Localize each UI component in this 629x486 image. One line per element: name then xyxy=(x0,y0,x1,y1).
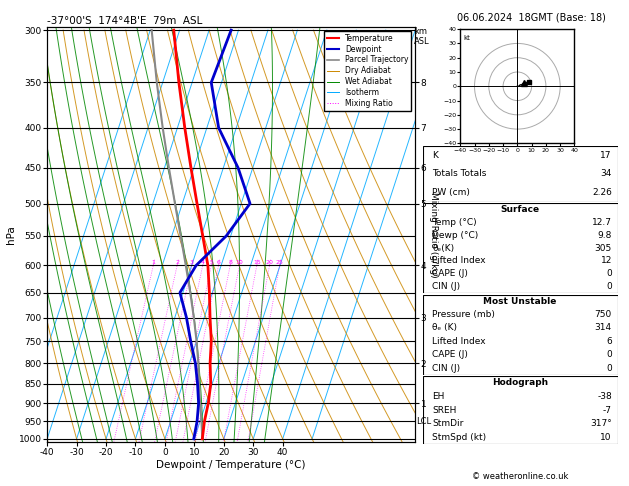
Text: EH: EH xyxy=(433,392,445,401)
Text: SREH: SREH xyxy=(433,406,457,415)
Text: 12.7: 12.7 xyxy=(592,218,612,227)
Text: Lifted Index: Lifted Index xyxy=(433,337,486,346)
Text: Most Unstable: Most Unstable xyxy=(484,296,557,306)
Text: K: K xyxy=(433,151,438,159)
Text: Dewp (°C): Dewp (°C) xyxy=(433,231,479,240)
Text: 10: 10 xyxy=(600,433,612,442)
Text: -38: -38 xyxy=(597,392,612,401)
Text: θₑ (K): θₑ (K) xyxy=(433,323,457,332)
Text: CAPE (J): CAPE (J) xyxy=(433,269,469,278)
Text: 0: 0 xyxy=(606,364,612,373)
Text: Temp (°C): Temp (°C) xyxy=(433,218,477,227)
Text: Lifted Index: Lifted Index xyxy=(433,257,486,265)
Text: 2.26: 2.26 xyxy=(592,188,612,197)
Text: CAPE (J): CAPE (J) xyxy=(433,350,469,359)
Text: 1: 1 xyxy=(152,260,155,265)
Text: 0: 0 xyxy=(606,269,612,278)
Text: 06.06.2024  18GMT (Base: 18): 06.06.2024 18GMT (Base: 18) xyxy=(457,12,606,22)
Y-axis label: Mixing Ratio (g/kg): Mixing Ratio (g/kg) xyxy=(428,191,438,278)
Text: 34: 34 xyxy=(601,169,612,178)
Text: 20: 20 xyxy=(265,260,274,265)
Text: 15: 15 xyxy=(253,260,260,265)
Text: CIN (J): CIN (J) xyxy=(433,364,460,373)
Text: 314: 314 xyxy=(594,323,612,332)
Text: Surface: Surface xyxy=(501,205,540,214)
Text: 25: 25 xyxy=(276,260,284,265)
Text: 3: 3 xyxy=(190,260,194,265)
Text: km
ASL: km ASL xyxy=(414,27,430,46)
Text: 8: 8 xyxy=(228,260,232,265)
Text: PW (cm): PW (cm) xyxy=(433,188,470,197)
Text: 4: 4 xyxy=(201,260,204,265)
Y-axis label: hPa: hPa xyxy=(6,225,16,244)
Text: Hodograph: Hodograph xyxy=(492,379,548,387)
Text: 0: 0 xyxy=(606,350,612,359)
Text: 17: 17 xyxy=(600,151,612,159)
Text: © weatheronline.co.uk: © weatheronline.co.uk xyxy=(472,472,569,481)
Text: θₑ(K): θₑ(K) xyxy=(433,243,455,253)
Text: LCL: LCL xyxy=(416,417,431,426)
Text: Totals Totals: Totals Totals xyxy=(433,169,487,178)
Text: StmDir: StmDir xyxy=(433,419,464,428)
Text: 0: 0 xyxy=(606,282,612,291)
Text: -37°00'S  174°4B'E  79m  ASL: -37°00'S 174°4B'E 79m ASL xyxy=(47,16,203,26)
Text: 750: 750 xyxy=(594,310,612,319)
Text: StmSpd (kt): StmSpd (kt) xyxy=(433,433,487,442)
Text: 9.8: 9.8 xyxy=(598,231,612,240)
Text: 305: 305 xyxy=(594,243,612,253)
Text: 6: 6 xyxy=(606,337,612,346)
Text: CIN (J): CIN (J) xyxy=(433,282,460,291)
Text: 12: 12 xyxy=(601,257,612,265)
X-axis label: Dewpoint / Temperature (°C): Dewpoint / Temperature (°C) xyxy=(157,460,306,469)
Text: -7: -7 xyxy=(603,406,612,415)
Text: 317°: 317° xyxy=(590,419,612,428)
Text: 10: 10 xyxy=(236,260,243,265)
Text: kt: kt xyxy=(463,35,470,41)
Text: 5: 5 xyxy=(209,260,213,265)
Text: Pressure (mb): Pressure (mb) xyxy=(433,310,495,319)
Legend: Temperature, Dewpoint, Parcel Trajectory, Dry Adiabat, Wet Adiabat, Isotherm, Mi: Temperature, Dewpoint, Parcel Trajectory… xyxy=(324,31,411,111)
Text: 6: 6 xyxy=(216,260,221,265)
Text: 2: 2 xyxy=(175,260,179,265)
